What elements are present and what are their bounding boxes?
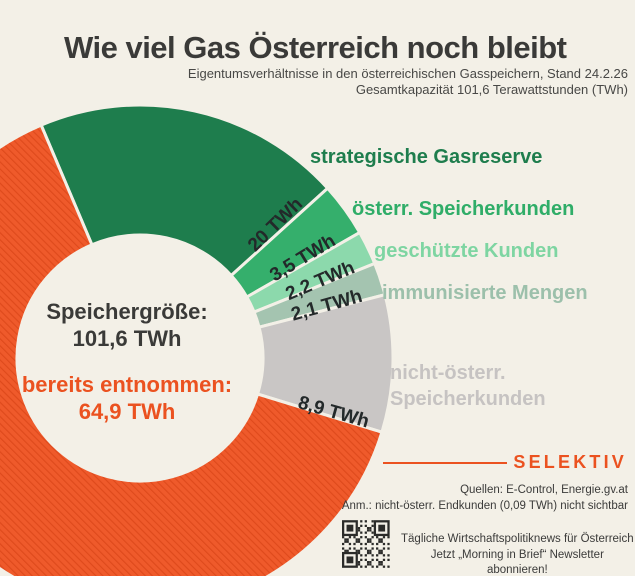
storage-size-value: 101,6 TWh bbox=[72, 326, 182, 351]
newsletter-line-2: Jetzt „Morning in Brief“ Newsletter abon… bbox=[430, 548, 604, 576]
donut-segments bbox=[0, 103, 395, 576]
withdrawn-label: bereits entnommen: bbox=[21, 372, 233, 397]
withdrawn-value: 64,9 TWh bbox=[78, 399, 176, 424]
subtitle-line-2: Gesamtkapazität 101,6 Terawattstunden (T… bbox=[355, 82, 628, 97]
legend-geschuetzte-kunden: geschützte Kunden bbox=[374, 240, 559, 262]
sources-line: Quellen: E-Control, Energie.gv.at bbox=[460, 484, 628, 496]
chart-subtitle: Eigentumsverhältnisse in den österreichi… bbox=[188, 66, 628, 98]
page-title: Wie viel Gas Österreich noch bleibt bbox=[64, 30, 567, 65]
donut-center-text: Speichergröße: 101,6 TWh bereits entnomm… bbox=[15, 298, 239, 425]
brand-name: SELEKTIV bbox=[513, 452, 627, 472]
legend-strategische-gasreserve: strategische Gasreserve bbox=[310, 146, 543, 168]
newsletter-line-1: Tägliche Wirtschaftspolitiknews für Öste… bbox=[401, 533, 634, 545]
storage-size-label: Speichergröße: bbox=[46, 299, 208, 324]
legend-immunisierte-mengen: immunisierte Mengen bbox=[382, 282, 588, 304]
newsletter-block: Tägliche Wirtschaftspolitiknews für Öste… bbox=[342, 520, 635, 576]
legend-nicht-oesterr-speicherkunden: nicht-österr. Speicherkunden bbox=[390, 362, 546, 410]
brand-divider-line bbox=[383, 461, 508, 464]
donut-segment-0 bbox=[39, 103, 330, 278]
subtitle-line-1: Eigentumsverhältnisse in den österreichi… bbox=[187, 66, 628, 81]
brand-lockup: SELEKTIV bbox=[383, 452, 627, 473]
sources-block: Quellen: E-Control, Energie.gv.at Anm.: … bbox=[342, 482, 628, 514]
legend-oesterr-speicherkunden: österr. Speicherkunden bbox=[352, 198, 575, 220]
annotation-line: Anm.: nicht-österr. Endkunden (0,09 TWh)… bbox=[341, 500, 628, 512]
donut-segment-5 bbox=[0, 123, 384, 576]
newsletter-text: Tägliche Wirtschaftspolitiknews für Öste… bbox=[400, 520, 635, 576]
qr-code bbox=[342, 520, 390, 568]
